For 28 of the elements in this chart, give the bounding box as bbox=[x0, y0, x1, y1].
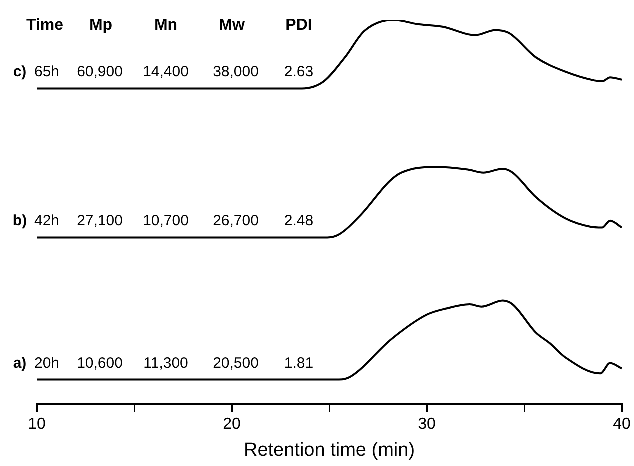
annotation: Mw bbox=[219, 17, 246, 34]
annotation: 20h bbox=[34, 354, 60, 372]
text: b) bbox=[12, 212, 28, 230]
annotation: Mp bbox=[89, 17, 113, 34]
annotation: 20,500 bbox=[213, 354, 259, 372]
text: a) bbox=[13, 354, 27, 372]
text: c) bbox=[13, 64, 27, 81]
annotation: 10,700 bbox=[143, 212, 189, 230]
annotation: 11,300 bbox=[144, 354, 188, 372]
annotation: 2.63 bbox=[284, 64, 314, 81]
annotation: PDI bbox=[286, 17, 312, 34]
annotation: Time bbox=[26, 17, 64, 34]
x-tick-label: 40 bbox=[613, 416, 631, 434]
x-tick-label: 30 bbox=[418, 416, 436, 434]
annotation: 10,600 bbox=[77, 354, 123, 372]
x-tick-label: 20 bbox=[223, 416, 241, 434]
x-axis-title: Retention time (min) bbox=[244, 440, 416, 461]
annotation: 42h bbox=[34, 212, 60, 230]
annotation: 60,900 bbox=[77, 64, 123, 81]
annotation: 26,700 bbox=[213, 212, 259, 230]
annotation: 65h bbox=[34, 64, 60, 81]
annotation: 38,000 bbox=[213, 64, 259, 81]
annotation: 27,100 bbox=[77, 212, 123, 230]
x-tick-label: 10 bbox=[28, 416, 46, 434]
annotation: 14,400 bbox=[143, 64, 189, 81]
annotation: Mn bbox=[154, 17, 178, 34]
annotation: 1.81 bbox=[284, 354, 314, 372]
annotation: 2.48 bbox=[284, 212, 314, 230]
